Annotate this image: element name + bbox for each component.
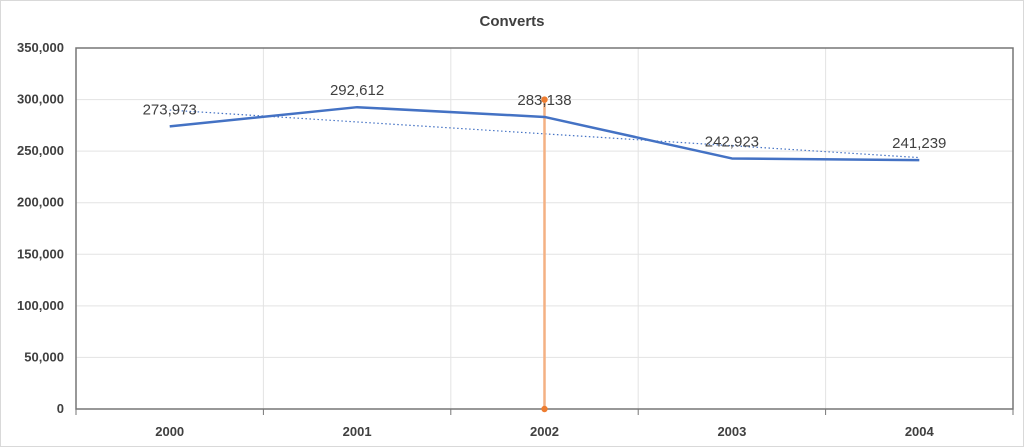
y-tick-label: 100,000 bbox=[17, 298, 64, 313]
data-label: 273,973 bbox=[143, 101, 197, 118]
marker-bottom-point bbox=[541, 405, 548, 413]
trendline bbox=[169, 109, 920, 159]
series-layer bbox=[169, 96, 920, 413]
y-tick-label: 50,000 bbox=[24, 349, 64, 364]
x-tick-label: 2003 bbox=[717, 424, 746, 439]
y-tick-label: 250,000 bbox=[17, 143, 64, 158]
data-label: 283,138 bbox=[517, 92, 571, 109]
data-label: 292,612 bbox=[330, 82, 384, 99]
x-tick-label: 2000 bbox=[155, 424, 184, 439]
data-label: 242,923 bbox=[705, 133, 759, 150]
data-label: 241,239 bbox=[892, 135, 946, 152]
y-tick-label: 350,000 bbox=[17, 40, 64, 55]
y-tick-label: 300,000 bbox=[17, 92, 64, 107]
x-tick-label: 2001 bbox=[343, 424, 372, 439]
marker-top-point bbox=[541, 96, 548, 103]
y-tick-label: 150,000 bbox=[17, 246, 64, 261]
x-tick-label: 2004 bbox=[905, 424, 935, 439]
data-labels: 273,973 292,612 283,138 242,923 241,239 bbox=[143, 82, 947, 152]
series-line-converts bbox=[169, 105, 920, 162]
x-tick-label: 2002 bbox=[530, 424, 559, 439]
chart-title: Converts bbox=[479, 13, 544, 30]
y-tick-label: 200,000 bbox=[17, 195, 64, 210]
y-tick-label: 0 bbox=[57, 401, 64, 416]
